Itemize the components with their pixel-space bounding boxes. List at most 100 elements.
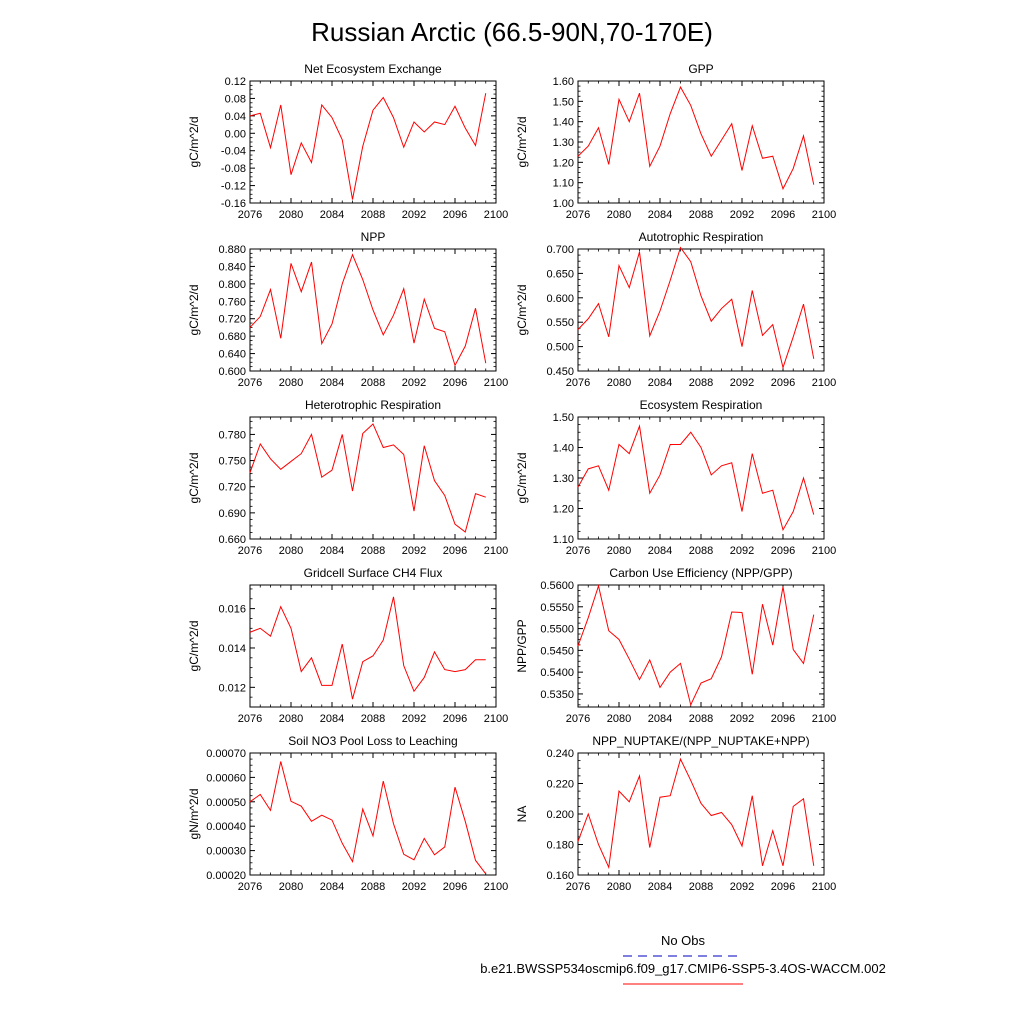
y-axis-label: gC/m^2/d [515,117,529,168]
x-tick-label: 2076 [238,377,262,389]
series-line [249,93,487,200]
y-tick-label: 0.12 [225,76,246,88]
x-tick-label: 2092 [730,377,754,389]
x-tick-label: 2096 [771,209,795,221]
x-tick-label: 2100 [484,209,508,221]
plot-frame [249,584,497,708]
plot-frame [577,752,825,876]
y-tick-label: 0.00030 [206,846,246,858]
x-tick-label: 2076 [238,209,262,221]
chart-panel: Autotrophic Respiration 2076 2080 2084 2088 2… [515,230,836,389]
x-tick-label: 2096 [443,377,467,389]
chart-title: Soil NO3 Pool Loss to Leaching [288,734,457,748]
y-tick-label: 1.50 [553,96,574,108]
x-tick-label: 2080 [279,713,303,725]
chart-panel: NPP_NUPTAKE/(NPP_NUPTAKE+NPP) 2076 2080 208… [515,734,836,893]
y-axis-label: gC/m^2/d [187,453,201,504]
x-tick-label: 2084 [320,377,344,389]
y-tick-label: 0.550 [546,317,574,329]
y-tick-label: 0.180 [546,840,574,852]
y-axis-label: gC/m^2/d [515,285,529,336]
x-tick-label: 2092 [730,545,754,557]
x-tick-label: 2076 [566,209,590,221]
x-tick-label: 2084 [648,545,672,557]
y-tick-label: 0.660 [218,534,246,546]
y-tick-label: 0.880 [218,244,246,256]
y-tick-label: 1.10 [553,534,574,546]
x-tick-label: 2076 [566,881,590,893]
plot-frame [249,416,497,540]
x-tick-label: 2096 [771,377,795,389]
figure-title: Russian Arctic (66.5-90N,70-170E) [311,17,713,47]
y-tick-label: 0.5450 [540,645,574,657]
y-tick-label: 0.012 [218,682,246,694]
x-tick-label: 2092 [730,881,754,893]
y-tick-label: -0.08 [221,163,246,175]
y-tick-label: -0.04 [221,146,246,158]
x-tick-label: 2088 [689,377,713,389]
y-tick-label: 1.30 [553,137,574,149]
y-tick-label: 1.30 [553,473,574,485]
chart-title: Net Ecosystem Exchange [304,62,442,76]
x-tick-label: 2084 [648,713,672,725]
x-tick-label: 2088 [689,545,713,557]
series-line [249,596,486,700]
y-tick-label: 0.240 [546,748,574,760]
x-tick-label: 2076 [238,881,262,893]
y-tick-label: 0.00040 [206,821,246,833]
y-tick-label: 1.00 [553,198,574,210]
x-tick-label: 2096 [443,545,467,557]
series-line [577,85,815,191]
chart-panel: Heterotrophic Respiration 2076 2080 2084 208… [187,398,508,557]
y-tick-label: 0.08 [225,93,246,105]
x-tick-label: 2076 [238,713,262,725]
y-tick-label: 0.840 [218,261,246,273]
x-tick-label: 2080 [607,377,631,389]
y-tick-label: 0.00020 [206,870,246,882]
y-tick-label: 1.20 [553,504,574,516]
plot-frame [577,248,825,372]
chart-panel: Ecosystem Respiration 2076 2080 2084 2088 209… [515,398,836,557]
x-tick-label: 2084 [648,881,672,893]
y-tick-label: 0.720 [218,482,246,494]
y-tick-label: 0.00060 [206,772,246,784]
x-tick-label: 2088 [689,881,713,893]
y-tick-label: 0.014 [218,643,246,655]
y-tick-label: 1.50 [553,412,574,424]
y-tick-label: 0.5350 [540,689,574,701]
panel-grid: Net Ecosystem Exchange 2076 2080 2084 2088 20… [187,62,836,893]
x-tick-label: 2100 [484,713,508,725]
x-tick-label: 2080 [279,881,303,893]
x-tick-label: 2096 [443,881,467,893]
y-tick-label: -0.16 [221,198,246,210]
chart-title: Carbon Use Efficiency (NPP/GPP) [609,566,792,580]
chart-title: NPP [361,230,386,244]
x-tick-label: 2096 [771,545,795,557]
x-tick-label: 2096 [771,881,795,893]
y-tick-label: 0.720 [218,314,246,326]
x-tick-label: 2096 [443,209,467,221]
x-tick-label: 2080 [607,881,631,893]
plot-frame [249,80,497,204]
x-tick-label: 2100 [484,545,508,557]
x-tick-label: 2092 [402,713,426,725]
chart-title: Gridcell Surface CH4 Flux [304,566,443,580]
x-tick-label: 2100 [812,545,836,557]
plot-frame [577,416,825,540]
y-tick-label: 0.600 [546,293,574,305]
y-tick-label: 0.00 [225,128,246,140]
x-tick-label: 2092 [402,209,426,221]
plot-frame [249,752,497,876]
y-tick-label: 0.600 [218,366,246,378]
x-tick-label: 2092 [402,545,426,557]
y-tick-label: 0.780 [218,429,246,441]
y-axis-label: gN/m^2/d [187,789,201,840]
x-tick-label: 2092 [730,209,754,221]
y-tick-label: 1.60 [553,76,574,88]
y-tick-label: 0.5500 [540,624,574,636]
x-tick-label: 2076 [566,377,590,389]
legend-run-label: b.e21.BWSSP534oscmip6.f09_g17.CMIP6-SSP5… [480,961,886,976]
x-tick-label: 2076 [238,545,262,557]
x-tick-label: 2096 [443,713,467,725]
